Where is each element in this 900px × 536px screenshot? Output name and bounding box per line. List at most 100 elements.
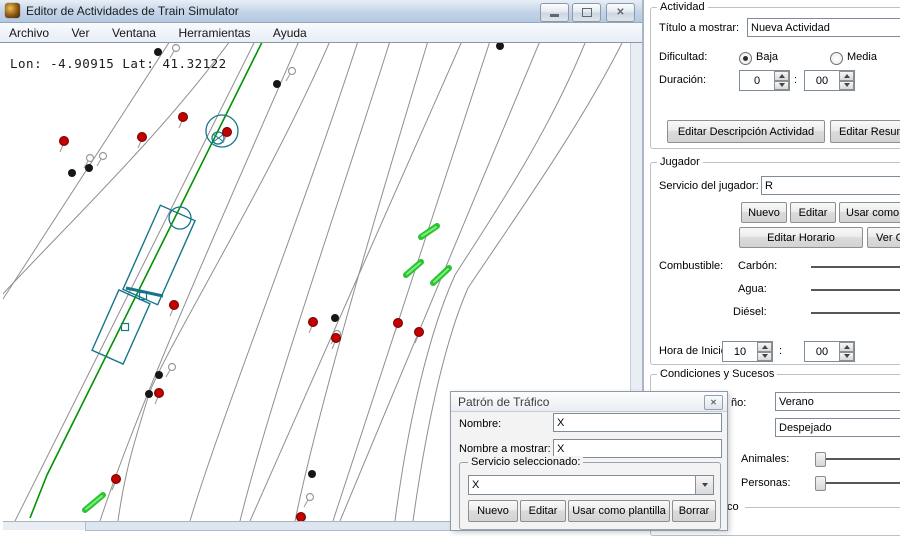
nombre-input[interactable] <box>553 413 722 432</box>
node-dot-black[interactable] <box>331 314 339 322</box>
node-dot-black[interactable] <box>154 48 162 56</box>
node-dot-black[interactable] <box>308 470 316 478</box>
node-dot-black[interactable] <box>155 371 163 379</box>
duracion-min-spinner[interactable]: 00 <box>804 70 855 91</box>
editar-resumen-button[interactable]: Editar Resum <box>830 120 900 143</box>
dialog-titlebar[interactable]: Patrón de Tráfico ✕ <box>451 392 727 412</box>
spin-up-button[interactable] <box>774 71 789 81</box>
close-button[interactable]: ✕ <box>606 3 635 22</box>
node-dot-black[interactable] <box>145 390 153 398</box>
dialog-nuevo-button[interactable]: Nuevo <box>468 500 518 522</box>
nombre-mostrar-input[interactable] <box>553 439 722 458</box>
animales-slider-thumb[interactable] <box>815 452 826 467</box>
signal-dot-red[interactable] <box>331 333 341 343</box>
signal-dot-red[interactable] <box>137 132 147 142</box>
signal-dot-red[interactable] <box>59 136 69 146</box>
minimize-button[interactable] <box>540 3 569 22</box>
spin-up-button[interactable] <box>757 342 772 352</box>
dialog-close-button[interactable]: ✕ <box>704 395 723 410</box>
track-line[interactable] <box>332 40 491 522</box>
marker-pin-icon[interactable] <box>98 151 108 161</box>
track-line[interactable] <box>394 42 586 522</box>
selection-circle-marker[interactable] <box>211 131 225 145</box>
dialog-usar-plantilla-button[interactable]: Usar como plantilla <box>568 500 670 522</box>
track-line[interactable] <box>117 40 331 522</box>
spin-down-button[interactable] <box>839 351 854 361</box>
radio-baja[interactable] <box>739 52 752 65</box>
season-input[interactable] <box>775 392 900 411</box>
track-line[interactable] <box>0 40 231 330</box>
marker-pin-icon[interactable] <box>85 153 95 163</box>
radio-media[interactable] <box>830 52 843 65</box>
track-line[interactable] <box>412 42 623 522</box>
chevron-down-icon[interactable] <box>695 476 713 494</box>
nuevo-button[interactable]: Nuevo <box>741 202 787 223</box>
titulo-input[interactable] <box>747 18 900 37</box>
signal-dot-red[interactable] <box>296 512 306 522</box>
signal-dot-red[interactable] <box>154 388 164 398</box>
marker-pin-icon[interactable] <box>167 362 177 372</box>
consist-selection-box[interactable] <box>91 289 151 365</box>
restore-button[interactable] <box>572 3 601 22</box>
dialog-editar-button[interactable]: Editar <box>520 500 566 522</box>
servicio-input[interactable] <box>761 176 900 195</box>
track-line[interactable] <box>99 40 300 522</box>
menu-ver[interactable]: Ver <box>71 26 90 40</box>
personas-slider[interactable] <box>823 482 900 484</box>
signal-dot-red[interactable] <box>111 474 121 484</box>
hora-h-spinner[interactable]: 10 <box>722 341 773 362</box>
menu-ayuda[interactable]: Ayuda <box>272 26 307 40</box>
node-dot-black[interactable] <box>273 80 281 88</box>
editar-button[interactable]: Editar <box>790 202 836 223</box>
track-line[interactable] <box>0 40 171 350</box>
menu-herramientas[interactable]: Herramientas <box>178 26 251 40</box>
track-line[interactable] <box>14 40 256 522</box>
track-line[interactable] <box>339 40 541 522</box>
track-line[interactable] <box>239 40 391 522</box>
marker-pin-icon[interactable] <box>287 66 297 76</box>
track-line[interactable] <box>249 40 463 522</box>
selection-circle-marker[interactable] <box>205 114 239 148</box>
ver-button[interactable]: Ver O <box>867 227 900 248</box>
node-dot-black[interactable] <box>496 42 504 50</box>
selection-handle[interactable] <box>138 291 148 301</box>
track-line[interactable] <box>294 40 429 522</box>
hora-m-spinner[interactable]: 00 <box>804 341 855 362</box>
radio-media-label[interactable]: Media <box>847 51 877 63</box>
personas-slider-thumb[interactable] <box>815 476 826 491</box>
radio-baja-label[interactable]: Baja <box>756 51 779 63</box>
selection-handle[interactable] <box>120 322 130 332</box>
servicio-combobox[interactable]: X <box>468 475 714 495</box>
spin-down-button[interactable] <box>774 80 789 90</box>
editar-horario-button[interactable]: Editar Horario <box>739 227 863 248</box>
signal-dot-red[interactable] <box>393 318 403 328</box>
marker-pin-icon[interactable] <box>305 492 315 502</box>
weather-input[interactable] <box>775 418 900 437</box>
signal-dot-red[interactable] <box>178 112 188 122</box>
carbon-slider[interactable] <box>811 266 900 268</box>
node-dot-black[interactable] <box>85 164 93 172</box>
spin-up-button[interactable] <box>839 342 854 352</box>
route-map-canvas[interactable] <box>0 0 630 529</box>
marker-pin-icon[interactable] <box>171 43 181 53</box>
selected-route-line[interactable] <box>29 0 284 519</box>
diesel-slider[interactable] <box>811 312 900 314</box>
signal-dot-red[interactable] <box>414 327 424 337</box>
selection-circle-marker[interactable] <box>168 206 192 230</box>
signal-dot-red[interactable] <box>308 317 318 327</box>
node-dot-black[interactable] <box>68 169 76 177</box>
spin-down-button[interactable] <box>839 80 854 90</box>
signal-dot-red[interactable] <box>169 300 179 310</box>
consist-selection-box[interactable] <box>122 204 196 306</box>
editar-descripcion-button[interactable]: Editar Descripción Actividad <box>667 120 825 143</box>
horizontal-scrollbar-thumb[interactable] <box>85 522 459 531</box>
signal-dot-red[interactable] <box>222 127 232 137</box>
animales-slider[interactable] <box>823 458 900 460</box>
usar-como-plantilla-button[interactable]: Usar como p <box>839 202 900 223</box>
menu-archivo[interactable]: Archivo <box>9 26 50 40</box>
agua-slider[interactable] <box>811 289 900 291</box>
duracion-horas-spinner[interactable]: 0 <box>739 70 790 91</box>
titlebar[interactable]: Editor de Actividades de Train Simulator… <box>0 0 644 23</box>
dialog-borrar-button[interactable]: Borrar <box>672 500 716 522</box>
spin-up-button[interactable] <box>839 71 854 81</box>
